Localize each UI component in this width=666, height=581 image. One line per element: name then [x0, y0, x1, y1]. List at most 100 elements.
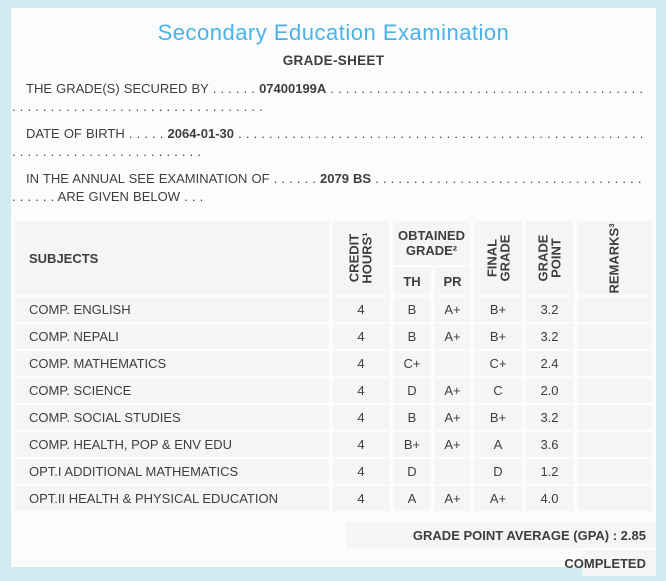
final-grade-cell: C [474, 378, 522, 403]
subject-cell: COMP. ENGLISH [15, 297, 329, 322]
col-header-obtained-grade: OBTAINED GRADE² [393, 221, 470, 265]
th-grade-cell: B [393, 297, 431, 322]
final-grade-cell: B+ [474, 324, 522, 349]
th-grade-cell: D [393, 459, 431, 484]
table-row: COMP. HEALTH, POP & ENV EDU 4 B+ A+ A 3.… [15, 432, 652, 457]
pr-grade-cell: A+ [435, 405, 470, 430]
remarks-cell [577, 297, 652, 322]
credit-cell: 4 [333, 405, 389, 430]
pr-grade-cell: A+ [435, 378, 470, 403]
subject-cell: COMP. SCIENCE [15, 378, 329, 403]
col-header-remarks-label: REMARKS³ [607, 222, 622, 294]
grade-point-cell: 2.0 [526, 378, 573, 403]
final-grade-cell: A+ [474, 486, 522, 511]
col-header-final-grade: FINAL GRADE [474, 221, 522, 295]
col-header-pr: PR [435, 267, 470, 295]
exam-year-value: 2079 BS [320, 171, 372, 186]
table-row: COMP. SCIENCE 4 D A+ C 2.0 [15, 378, 652, 403]
col-header-pr-label: PR [443, 273, 462, 289]
remarks-cell [577, 486, 652, 511]
dotted-fill: . . . . . [128, 126, 164, 141]
field-grades-secured-by: THE GRADE(S) SECURED BY . . . . . . 0740… [11, 80, 656, 116]
credit-cell: 4 [333, 351, 389, 376]
grade-point-cell: 2.4 [526, 351, 573, 376]
subject-cell: COMP. SOCIAL STUDIES [15, 405, 329, 430]
col-header-th-label: TH [403, 273, 421, 289]
pr-grade-cell: A+ [435, 432, 470, 457]
final-grade-cell: C+ [474, 351, 522, 376]
grade-point-cell: 3.2 [526, 405, 573, 430]
field-date-of-birth: DATE OF BIRTH . . . . . 2064-01-30 . . .… [11, 125, 656, 161]
remarks-cell [577, 378, 652, 403]
credit-cell: 4 [333, 432, 389, 457]
th-grade-cell: B+ [393, 432, 431, 457]
col-header-grade-point: GRADE POINT [526, 221, 573, 295]
remarks-cell [577, 351, 652, 376]
pr-grade-cell: A+ [435, 486, 470, 511]
grade-point-cell: 3.6 [526, 432, 573, 457]
field-label: DATE OF BIRTH [26, 126, 125, 141]
dotted-fill: . . . . . . . . . . . . . . . . . . . . … [12, 126, 644, 159]
remarks-cell [577, 324, 652, 349]
credit-cell: 4 [333, 486, 389, 511]
th-grade-cell: B [393, 324, 431, 349]
col-header-remarks: REMARKS³ [577, 221, 652, 295]
remarks-cell [577, 459, 652, 484]
credit-cell: 4 [333, 459, 389, 484]
field-label: THE GRADE(S) SECURED BY [26, 81, 209, 96]
field-examination-year: IN THE ANNUAL SEE EXAMINATION OF . . . .… [11, 170, 656, 206]
remarks-cell [577, 432, 652, 457]
final-grade-cell: A [474, 432, 522, 457]
page-title: Secondary Education Examination [157, 20, 510, 45]
field-label: IN THE ANNUAL SEE EXAMINATION OF [26, 171, 270, 186]
final-grade-cell: B+ [474, 405, 522, 430]
th-grade-cell: C+ [393, 351, 431, 376]
gpa-row: GRADE POINT AVERAGE (GPA) : 2.85 [346, 522, 656, 548]
sheet-subtitle: GRADE-SHEET [282, 53, 385, 68]
symbol-number-value: 07400199A [259, 81, 327, 96]
credit-cell: 4 [333, 324, 389, 349]
pr-grade-cell [435, 459, 470, 484]
col-header-credit-hours-label: CREDIT HOURS¹ [347, 231, 375, 284]
final-grade-cell: B+ [474, 297, 522, 322]
dotted-fill: . . . . . . [212, 81, 255, 96]
col-header-subjects-label: SUBJECTS [29, 250, 99, 266]
col-header-final-grade-label: FINAL GRADE [483, 234, 512, 281]
grade-point-cell: 3.2 [526, 297, 573, 322]
gradesheet-card: Secondary Education Examination GRADE-SH… [11, 8, 656, 576]
gpa-text: GRADE POINT AVERAGE (GPA) : 2.85 [412, 527, 646, 543]
subject-cell: COMP. NEPALI [15, 324, 329, 349]
grade-point-cell: 1.2 [526, 459, 573, 484]
credit-cell: 4 [333, 378, 389, 403]
table-row: COMP. MATHEMATICS 4 C+ C+ 2.4 [15, 351, 652, 376]
subject-cell: OPT.I ADDITIONAL MATHEMATICS [15, 459, 329, 484]
subject-cell: OPT.II HEALTH & PHYSICAL EDUCATION [15, 486, 329, 511]
col-header-subjects: SUBJECTS [15, 221, 329, 295]
subject-cell: COMP. MATHEMATICS [15, 351, 329, 376]
date-of-birth-value: 2064-01-30 [167, 126, 235, 141]
th-grade-cell: D [393, 378, 431, 403]
grades-table: SUBJECTS CREDIT HOURS¹ OBTAINED GRADE² F… [11, 219, 656, 513]
subject-cell: COMP. HEALTH, POP & ENV EDU [15, 432, 329, 457]
dotted-fill: . . . . . . . . . . . . . . . . . . . . … [12, 171, 642, 204]
pr-grade-cell: A+ [435, 324, 470, 349]
col-header-obtained-grade-label: OBTAINED GRADE² [398, 228, 465, 258]
field-suffix: . ARE GIVEN BELOW . . . [50, 189, 204, 204]
final-grade-cell: D [474, 459, 522, 484]
credit-cell: 4 [333, 297, 389, 322]
th-grade-cell: B [393, 405, 431, 430]
pr-grade-cell [435, 351, 470, 376]
remarks-cell [577, 405, 652, 430]
dotted-fill: . . . . . . . . . . . . . . . . . . . . … [12, 81, 643, 114]
pr-grade-cell: A+ [435, 297, 470, 322]
table-row: OPT.II HEALTH & PHYSICAL EDUCATION 4 A A… [15, 486, 652, 511]
th-grade-cell: A [393, 486, 431, 511]
table-row: COMP. SOCIAL STUDIES 4 B A+ B+ 3.2 [15, 405, 652, 430]
status-text: COMPLETED [564, 555, 646, 571]
table-row: OPT.I ADDITIONAL MATHEMATICS 4 D D 1.2 [15, 459, 652, 484]
col-header-th: TH [393, 267, 431, 295]
dotted-fill: . . . . . . [273, 171, 316, 186]
status-row: COMPLETED [564, 550, 656, 576]
col-header-credit-hours: CREDIT HOURS¹ [333, 221, 389, 295]
